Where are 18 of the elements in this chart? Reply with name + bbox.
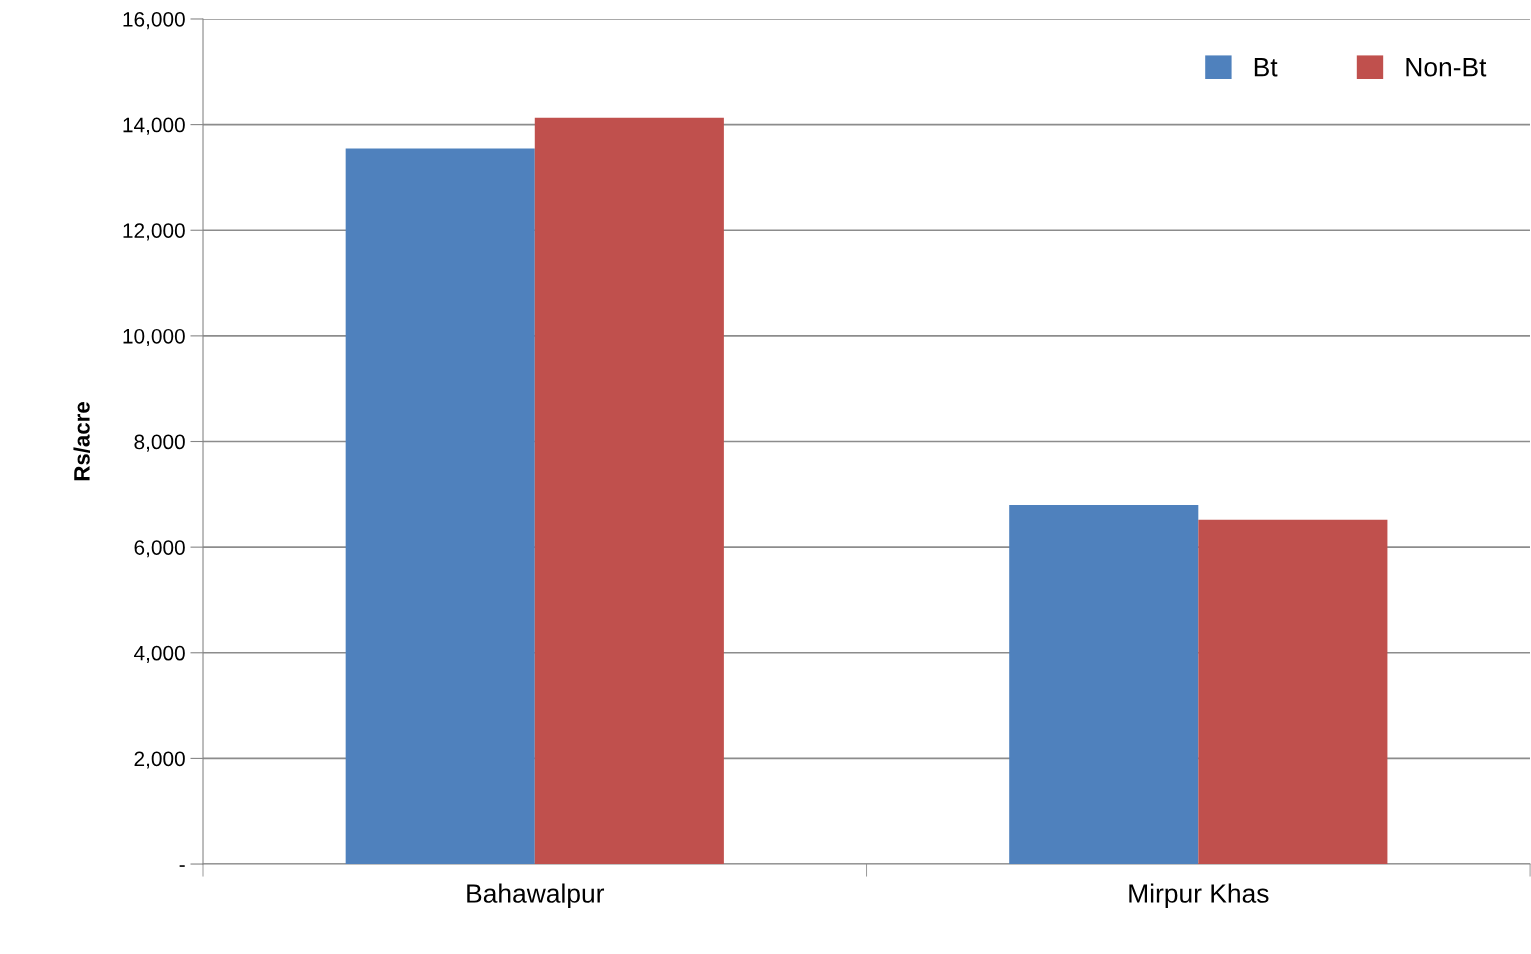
bar bbox=[534, 117, 724, 865]
y-tick-label: 4,000 bbox=[134, 645, 185, 663]
bar bbox=[345, 148, 535, 865]
legend-label: Bt bbox=[1254, 58, 1278, 77]
y-tick-label: 10,000 bbox=[123, 328, 185, 347]
bar bbox=[1198, 519, 1388, 865]
x-tick-label: Mirpur Khas bbox=[1129, 883, 1269, 909]
y-tick-label: 2,000 bbox=[134, 751, 185, 769]
bar bbox=[1009, 504, 1199, 865]
y-tick-label: 12,000 bbox=[123, 223, 185, 241]
x-tick-label: Bahawalpur bbox=[467, 883, 605, 909]
legend-label: Non-Bt bbox=[1406, 58, 1487, 77]
y-tick-label: 6,000 bbox=[134, 540, 185, 558]
y-tick-label: - bbox=[179, 865, 185, 867]
y-axis-title: Rs/acre bbox=[73, 402, 90, 481]
y-tick-label: 16,000 bbox=[123, 11, 185, 30]
y-tick-label: 14,000 bbox=[123, 117, 185, 135]
y-tick-label: 8,000 bbox=[134, 434, 185, 452]
